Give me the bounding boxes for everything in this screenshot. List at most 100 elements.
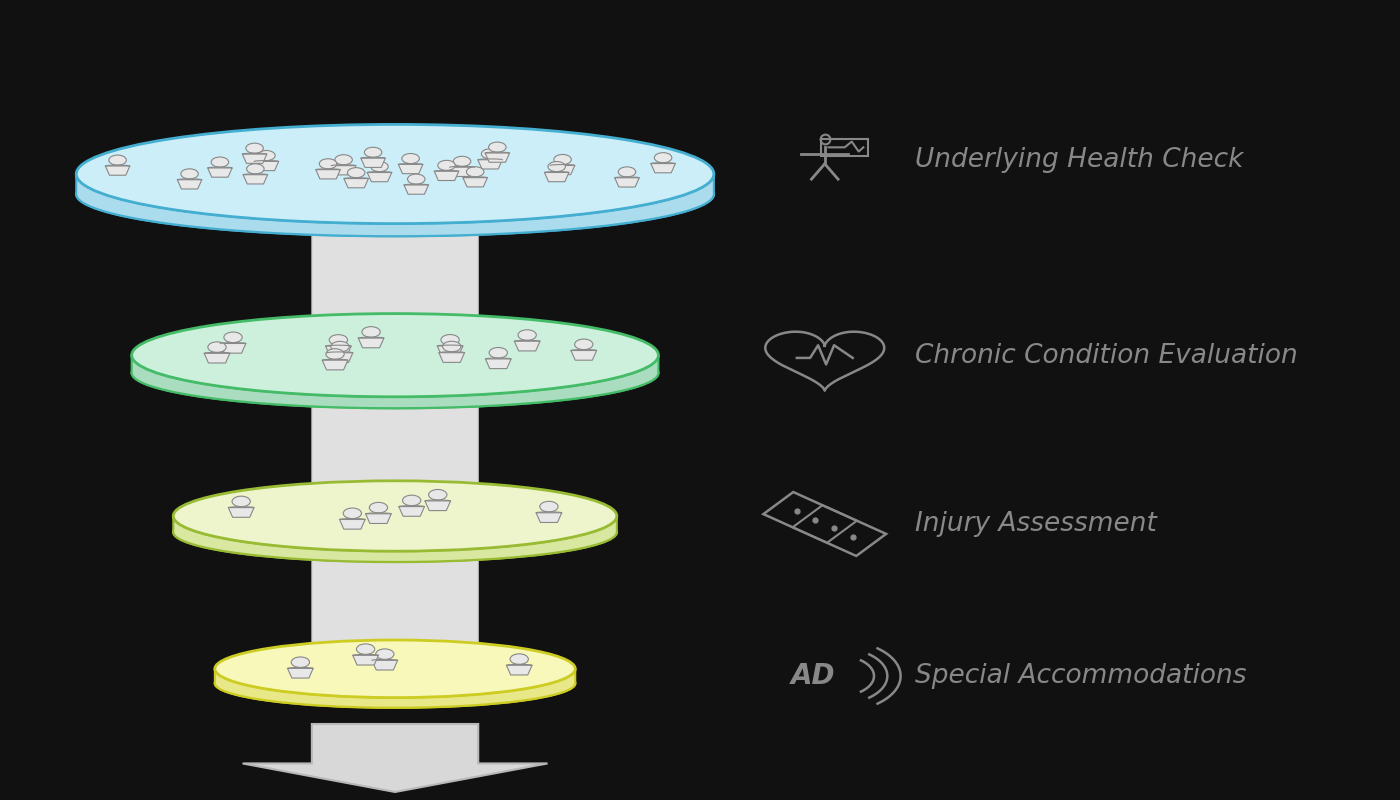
Ellipse shape	[174, 502, 617, 562]
Polygon shape	[204, 354, 230, 363]
Text: Special Accommodations: Special Accommodations	[914, 663, 1246, 689]
Circle shape	[330, 342, 349, 352]
Circle shape	[510, 654, 528, 664]
Polygon shape	[361, 158, 385, 167]
Ellipse shape	[214, 658, 575, 708]
Polygon shape	[76, 174, 714, 236]
Circle shape	[547, 162, 566, 172]
Polygon shape	[405, 185, 428, 194]
Polygon shape	[220, 343, 246, 353]
Polygon shape	[426, 501, 451, 510]
Circle shape	[347, 168, 365, 178]
Polygon shape	[242, 154, 267, 163]
Circle shape	[363, 326, 381, 338]
Polygon shape	[214, 669, 575, 708]
Circle shape	[371, 162, 388, 172]
Circle shape	[207, 342, 227, 353]
Polygon shape	[365, 514, 391, 523]
Ellipse shape	[214, 640, 575, 698]
Polygon shape	[399, 506, 424, 516]
Polygon shape	[287, 668, 314, 678]
Circle shape	[407, 174, 426, 184]
Polygon shape	[437, 346, 463, 356]
Circle shape	[246, 143, 263, 154]
Circle shape	[370, 502, 388, 513]
Polygon shape	[434, 171, 459, 181]
Polygon shape	[399, 165, 423, 174]
Polygon shape	[244, 174, 267, 184]
Circle shape	[258, 150, 276, 161]
Circle shape	[441, 334, 459, 345]
Ellipse shape	[312, 162, 479, 186]
Circle shape	[211, 157, 228, 167]
Circle shape	[329, 334, 347, 346]
Polygon shape	[367, 173, 392, 182]
Polygon shape	[651, 163, 675, 173]
Circle shape	[574, 339, 594, 350]
Circle shape	[181, 169, 199, 179]
Circle shape	[375, 649, 393, 659]
Polygon shape	[449, 167, 475, 177]
Polygon shape	[372, 660, 398, 670]
Circle shape	[489, 142, 505, 152]
Polygon shape	[326, 346, 351, 356]
Circle shape	[232, 496, 251, 506]
Text: Injury Assessment: Injury Assessment	[914, 511, 1156, 537]
Circle shape	[540, 502, 559, 512]
Text: Underlying Health Check: Underlying Health Check	[914, 147, 1243, 173]
Polygon shape	[571, 350, 596, 360]
Circle shape	[224, 332, 242, 342]
Ellipse shape	[76, 152, 714, 236]
Polygon shape	[328, 353, 353, 362]
Polygon shape	[228, 508, 253, 518]
Text: Chronic Condition Evaluation: Chronic Condition Evaluation	[914, 343, 1298, 369]
Circle shape	[466, 166, 484, 177]
Polygon shape	[132, 355, 658, 408]
Circle shape	[482, 149, 498, 159]
Polygon shape	[545, 173, 568, 182]
Polygon shape	[477, 160, 503, 169]
Text: AD: AD	[791, 662, 834, 690]
Polygon shape	[207, 168, 232, 177]
Circle shape	[326, 349, 344, 359]
Circle shape	[619, 167, 636, 177]
Polygon shape	[507, 666, 532, 675]
Circle shape	[291, 657, 309, 667]
Polygon shape	[440, 353, 465, 362]
Circle shape	[454, 156, 470, 166]
Circle shape	[489, 347, 507, 358]
Polygon shape	[255, 162, 279, 170]
Circle shape	[403, 495, 421, 506]
Polygon shape	[316, 170, 340, 179]
Circle shape	[335, 154, 353, 165]
Ellipse shape	[132, 314, 658, 397]
Polygon shape	[615, 178, 640, 187]
Polygon shape	[174, 516, 617, 562]
Polygon shape	[322, 360, 347, 370]
Circle shape	[428, 490, 447, 500]
Polygon shape	[340, 519, 365, 529]
Circle shape	[438, 160, 455, 170]
Circle shape	[364, 147, 382, 158]
Polygon shape	[486, 153, 510, 162]
Circle shape	[246, 164, 265, 174]
Polygon shape	[536, 513, 561, 522]
Polygon shape	[353, 655, 378, 665]
Ellipse shape	[132, 338, 658, 408]
Polygon shape	[312, 174, 479, 696]
Circle shape	[554, 154, 571, 165]
Ellipse shape	[174, 481, 617, 551]
Polygon shape	[178, 180, 202, 189]
Circle shape	[109, 155, 126, 165]
Polygon shape	[550, 166, 575, 174]
Polygon shape	[358, 338, 384, 348]
Circle shape	[319, 158, 337, 169]
Polygon shape	[344, 178, 368, 188]
Circle shape	[357, 644, 375, 654]
Ellipse shape	[76, 124, 714, 223]
Circle shape	[518, 330, 536, 340]
Polygon shape	[514, 342, 540, 351]
Circle shape	[402, 154, 420, 163]
Circle shape	[343, 508, 361, 518]
Polygon shape	[486, 359, 511, 369]
